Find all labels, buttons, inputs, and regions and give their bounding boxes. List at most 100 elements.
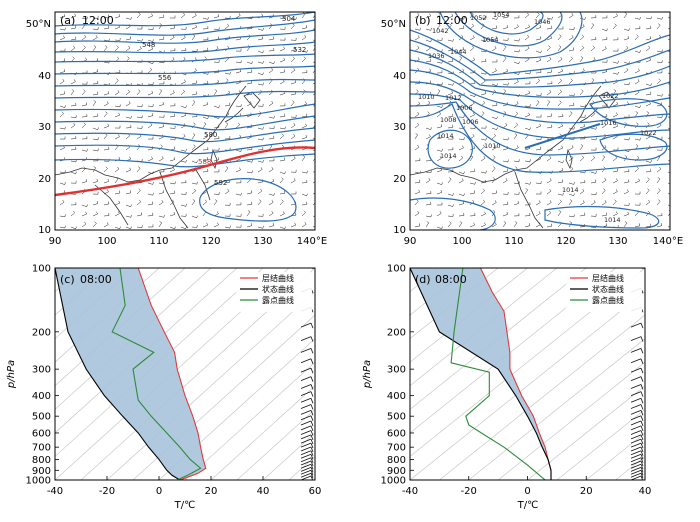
wind-barb: [480, 112, 485, 118]
wind-barb-feather: [130, 115, 132, 119]
contour-label: 548: [142, 41, 155, 49]
wind-barb-feather: [138, 188, 141, 191]
wind-barb: [180, 91, 185, 96]
wind-barb: [630, 438, 642, 444]
wind-barb-feather: [260, 188, 263, 192]
wind-barb: [70, 160, 76, 163]
wind-barb: [590, 157, 595, 162]
wind-barb: [268, 61, 274, 65]
wind-barb: [524, 189, 528, 195]
wind-barb: [634, 212, 639, 217]
wind-barb: [568, 15, 574, 19]
wind-barb-feather: [294, 80, 297, 83]
wind-barb: [92, 101, 96, 107]
wind-barb: [447, 193, 453, 196]
wind-barb: [70, 15, 76, 19]
wind-barb-feather: [310, 473, 314, 479]
wind-barb: [568, 215, 574, 218]
wind-barb: [656, 80, 661, 85]
wind-barb: [268, 225, 274, 228]
wind-barb-feather: [107, 91, 110, 94]
wind-barb: [623, 13, 628, 19]
wind-barb-feather: [105, 45, 108, 48]
wind-barb-feather: [493, 155, 496, 158]
wind-barb-feather: [658, 78, 661, 81]
wind-barb-feather: [516, 101, 519, 104]
wind-barb: [246, 136, 252, 140]
wind-barbs: [414, 12, 674, 229]
contour-labels: 1052 1054 1042 1046 1054 1036 1044 1010 …: [418, 11, 657, 224]
wind-barb: [425, 39, 431, 43]
wind-barb: [70, 149, 76, 151]
wind-barb: [300, 446, 312, 452]
contour-label: 1012: [445, 94, 462, 102]
wind-barb: [480, 72, 486, 75]
wind-barb: [103, 181, 109, 184]
wind-barb-feather: [172, 199, 175, 203]
wind-barb-feather: [75, 25, 77, 28]
wind-barb-feather: [616, 112, 618, 115]
wind-barb: [513, 203, 519, 206]
wind-barb: [612, 157, 618, 162]
wind-barb-feather: [438, 12, 441, 15]
wind-barb: [667, 94, 670, 96]
wind-barb-feather: [64, 27, 66, 31]
wind-barb-feather: [571, 155, 574, 159]
wind-barb-feather: [240, 113, 242, 116]
cape-shading: [55, 268, 206, 480]
wind-barb: [425, 48, 431, 52]
wind-barb-feather: [582, 200, 585, 203]
wind-barb: [612, 81, 618, 85]
wind-barb-feather: [281, 133, 284, 136]
wind-barb: [213, 16, 219, 19]
wind-barb: [414, 113, 420, 118]
wind-barb: [469, 224, 475, 228]
wind-barb-feather: [107, 178, 109, 182]
wind-barb: [125, 47, 131, 52]
wind-barb: [300, 347, 312, 353]
wind-barb-feather: [496, 83, 498, 86]
wind-barb: [623, 47, 629, 52]
wind-barb: [290, 93, 296, 96]
wind-barb: [502, 148, 508, 151]
wind-barb: [645, 17, 651, 20]
wind-barb: [312, 93, 315, 96]
wind-barb: [502, 138, 508, 141]
x-axis: 90 100 110 120 130 140°E: [404, 236, 684, 247]
wind-barb: [70, 47, 76, 52]
wind-barb: [147, 115, 153, 118]
wind-barb-feather: [237, 122, 240, 125]
wind-barb-feather: [316, 90, 317, 92]
wind-barb: [224, 25, 230, 30]
wind-barb-feather: [671, 190, 672, 192]
wind-barb: [612, 15, 618, 19]
wind-barb-feather: [549, 89, 552, 93]
wind-barb: [630, 347, 642, 353]
wind-barb-feather: [673, 72, 674, 74]
wind-barb: [169, 92, 175, 96]
wind-barb-feather: [624, 12, 627, 15]
wind-barb: [480, 81, 486, 85]
wind-barb-feather: [310, 336, 314, 342]
wind-barb-feather: [417, 67, 420, 71]
wind-barb: [601, 71, 607, 74]
wind-barb: [169, 226, 175, 230]
wind-barb: [59, 71, 65, 74]
wind-barb-feather: [604, 200, 607, 203]
wind-barb: [491, 105, 497, 107]
wind-barb-feather: [194, 188, 197, 191]
wind-barb: [447, 223, 452, 228]
wind-barb-feather: [294, 222, 296, 226]
wind-barb-feather: [271, 100, 274, 104]
wind-barb-feather: [105, 166, 108, 169]
wind-barb-feather: [206, 134, 208, 137]
wind-barb-feather: [310, 470, 314, 476]
wind-barb: [535, 224, 541, 228]
wind-barb-feather: [161, 200, 164, 203]
wind-barb: [300, 391, 312, 397]
wind-barb: [491, 135, 496, 140]
wind-barb: [301, 125, 307, 129]
wind-barb: [257, 28, 263, 31]
wind-barb-feather: [583, 123, 585, 127]
series-line: [111, 268, 202, 480]
